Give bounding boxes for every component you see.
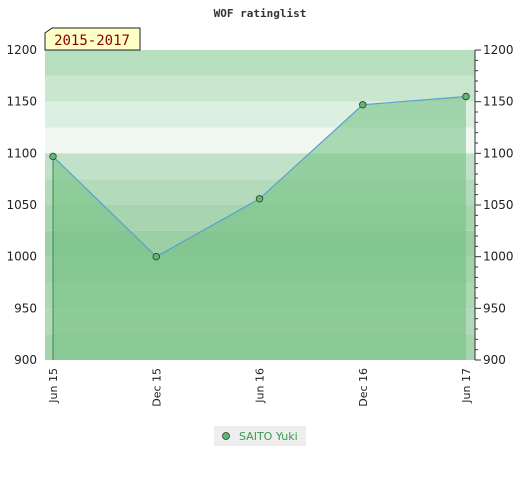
y-tick-label-left: 1000 — [6, 250, 37, 264]
y-tick-label-right: 950 — [483, 301, 506, 315]
data-point[interactable] — [255, 195, 264, 203]
background-band — [45, 50, 475, 76]
x-tick-label: Jun 16 — [254, 368, 267, 404]
y-axis-right: 900 950 1000 1050 1100 1150 1200 — [474, 43, 514, 367]
data-point[interactable] — [462, 92, 470, 101]
period-badge: 2015-2017 — [44, 27, 141, 51]
chart-title: WOF ratinglist — [214, 7, 307, 20]
data-point[interactable] — [49, 152, 57, 161]
x-tick-label: Jun 17 — [460, 368, 473, 404]
data-points — [49, 92, 470, 261]
y-tick-label-right: 1000 — [483, 250, 514, 264]
y-tick-label-left: 900 — [14, 353, 37, 367]
y-tick-label-right: 1100 — [483, 146, 514, 160]
y-tick-label-left: 1100 — [6, 146, 37, 160]
legend-series-name: SAITO Yuki — [239, 430, 298, 443]
legend-box — [214, 426, 306, 446]
data-point[interactable] — [359, 101, 367, 109]
y-tick-label-left: 1050 — [6, 198, 37, 212]
y-tick-label-left: 1200 — [6, 43, 37, 57]
y-tick-label-left: 950 — [14, 301, 37, 315]
x-axis: Jun 15 Dec 15 Jun 16 Dec 16 Jun 17 — [47, 368, 473, 407]
data-point[interactable] — [152, 252, 160, 261]
x-tick-label: Dec 15 — [150, 368, 163, 407]
x-tick-label: Jun 15 — [47, 368, 60, 404]
y-tick-label-left: 1150 — [6, 95, 37, 109]
y-axis-left: 900 950 1000 1050 1100 1150 1200 — [6, 43, 37, 367]
legend-marker-icon — [222, 432, 230, 440]
period-badge-label: 2015-2017 — [54, 33, 130, 49]
y-tick-label-right: 900 — [483, 353, 506, 367]
y-tick-label-right: 1150 — [483, 95, 514, 109]
y-tick-label-right: 1200 — [483, 43, 514, 57]
x-tick-label: Dec 16 — [357, 368, 370, 407]
y-tick-label-right: 1050 — [483, 198, 514, 212]
series-area — [53, 96, 466, 360]
period-badge-frame — [44, 27, 141, 51]
legend[interactable]: SAITO Yuki — [214, 426, 306, 446]
background-band — [45, 75, 475, 102]
